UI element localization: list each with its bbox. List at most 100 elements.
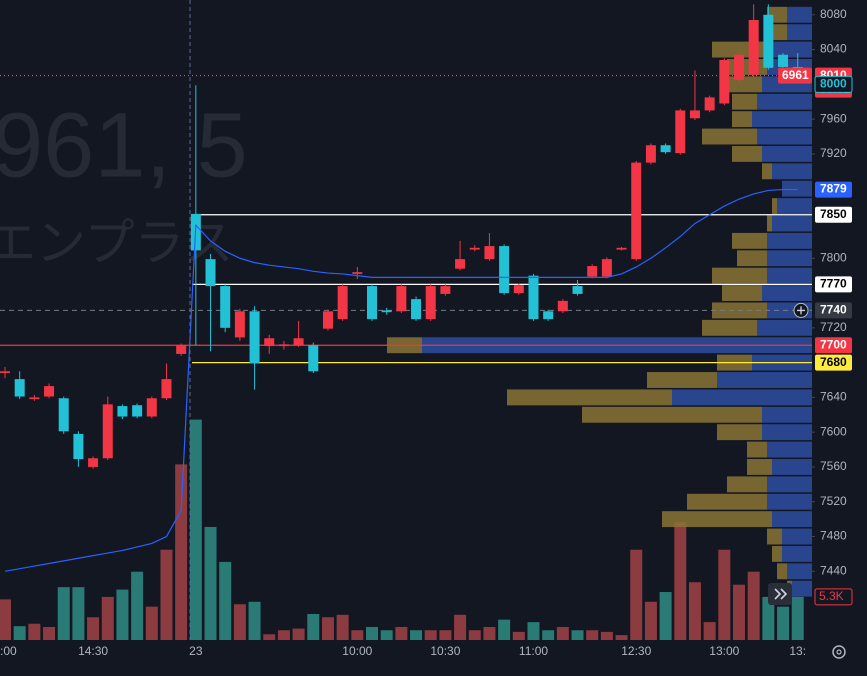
volume-bar	[733, 584, 745, 640]
volume-bar	[292, 628, 305, 640]
candle-body	[469, 247, 480, 250]
y-tick-label: 7560	[820, 459, 847, 473]
profile-buy	[762, 424, 812, 441]
y-tick-label: 7440	[820, 563, 847, 577]
candle-body	[543, 311, 554, 320]
volume-bar	[277, 630, 290, 640]
candle-body	[689, 110, 700, 119]
candle-body	[352, 272, 363, 274]
price-tag-label: 7850	[820, 207, 847, 221]
candle-body	[675, 110, 686, 154]
volume-bar	[586, 630, 599, 640]
candle-body	[734, 54, 744, 80]
profile-sell	[712, 267, 767, 284]
profile-sell	[732, 232, 767, 249]
profile-sell	[727, 476, 767, 493]
volume-tag-label: 5.3K	[819, 589, 844, 603]
x-tick-label: 13:	[789, 644, 806, 658]
candle-body	[763, 14, 774, 68]
candle-body	[29, 397, 40, 400]
candle-body	[528, 275, 539, 320]
x-tick-label: 23	[189, 644, 203, 658]
watermark: 961, 5 エンプラス	[0, 94, 248, 271]
gear-icon[interactable]	[832, 645, 846, 659]
price-tag	[815, 337, 852, 354]
x-tick-label: 14:30	[78, 644, 108, 658]
candle-body	[778, 54, 789, 67]
volume-bar	[189, 419, 202, 640]
candle-body	[411, 299, 422, 320]
price-tag-label: 8000	[820, 77, 847, 91]
profile-buy	[762, 285, 812, 301]
price-axis: 8080 8040 7960 7920 7800 7720 7640 7600 7560 7520…	[778, 7, 853, 606]
candle-body	[308, 345, 319, 372]
profile-sell	[722, 285, 762, 301]
candle-body	[322, 311, 333, 329]
candle-body	[58, 398, 69, 432]
volume-bar	[439, 630, 452, 640]
scroll-button[interactable]	[768, 583, 792, 605]
volume-bar	[351, 630, 364, 640]
profile-sell	[737, 250, 767, 267]
profile-buy	[767, 267, 812, 284]
profile-buy	[772, 511, 812, 528]
profile-sell	[702, 319, 757, 336]
y-tick-label: 7520	[820, 494, 847, 508]
profile-buy	[752, 111, 812, 128]
volume-bar	[13, 626, 26, 640]
price-tag-label: 7680	[820, 355, 847, 369]
volume-bar	[28, 623, 41, 640]
x-tick-label: 10:30	[430, 644, 460, 658]
volume-bar	[527, 622, 540, 640]
volume-bar	[630, 549, 643, 640]
candle-body	[601, 259, 612, 277]
candle-body	[704, 97, 715, 111]
settings-button[interactable]	[832, 645, 846, 659]
price-tag-label: 7700	[820, 337, 847, 351]
profile-buy	[757, 128, 812, 145]
profile-buy	[757, 319, 812, 336]
volume-bar	[204, 526, 217, 640]
volume-bar	[307, 613, 320, 640]
profile-buy	[767, 493, 812, 510]
candle-body	[557, 300, 568, 312]
profile-buy	[782, 545, 812, 562]
profile-sell	[767, 528, 782, 545]
volume-bar	[175, 464, 188, 640]
profile-buy	[782, 528, 812, 545]
scroll-icon	[774, 588, 788, 600]
candle-body	[161, 379, 172, 399]
profile-buy	[767, 476, 812, 493]
profile-sell	[732, 93, 757, 110]
candle-body	[587, 266, 598, 277]
profile-sell	[772, 545, 782, 562]
volume-bar	[777, 606, 790, 640]
volume-bar	[87, 617, 100, 640]
x-tick-label: 12:30	[621, 644, 651, 658]
side-tag	[778, 67, 812, 84]
price-tag-label: 7740	[820, 303, 847, 317]
watermark-symbol: 961, 5	[0, 94, 248, 196]
volume-bar	[321, 617, 334, 640]
candle-body	[616, 247, 627, 250]
profile-buy	[762, 145, 812, 162]
volume-bar	[747, 571, 760, 640]
profile-sell	[732, 145, 762, 162]
y-tick-label: 7600	[820, 424, 847, 438]
volume-bar	[468, 630, 481, 640]
profile-buy	[762, 406, 812, 423]
y-tick-label: 8080	[820, 7, 847, 21]
volume-bar	[72, 587, 85, 640]
candle-body	[278, 344, 289, 347]
profile-buy	[777, 198, 812, 215]
profile-sell	[777, 563, 787, 580]
x-tick-label: 13:00	[709, 644, 739, 658]
volume-bar	[688, 582, 701, 640]
y-tick-label: 7920	[820, 146, 847, 160]
profile-buy	[782, 180, 812, 197]
candle-body	[73, 433, 84, 460]
candle-body	[440, 286, 451, 294]
side-tag-label: 6961	[782, 68, 809, 82]
candle-body	[0, 371, 10, 374]
